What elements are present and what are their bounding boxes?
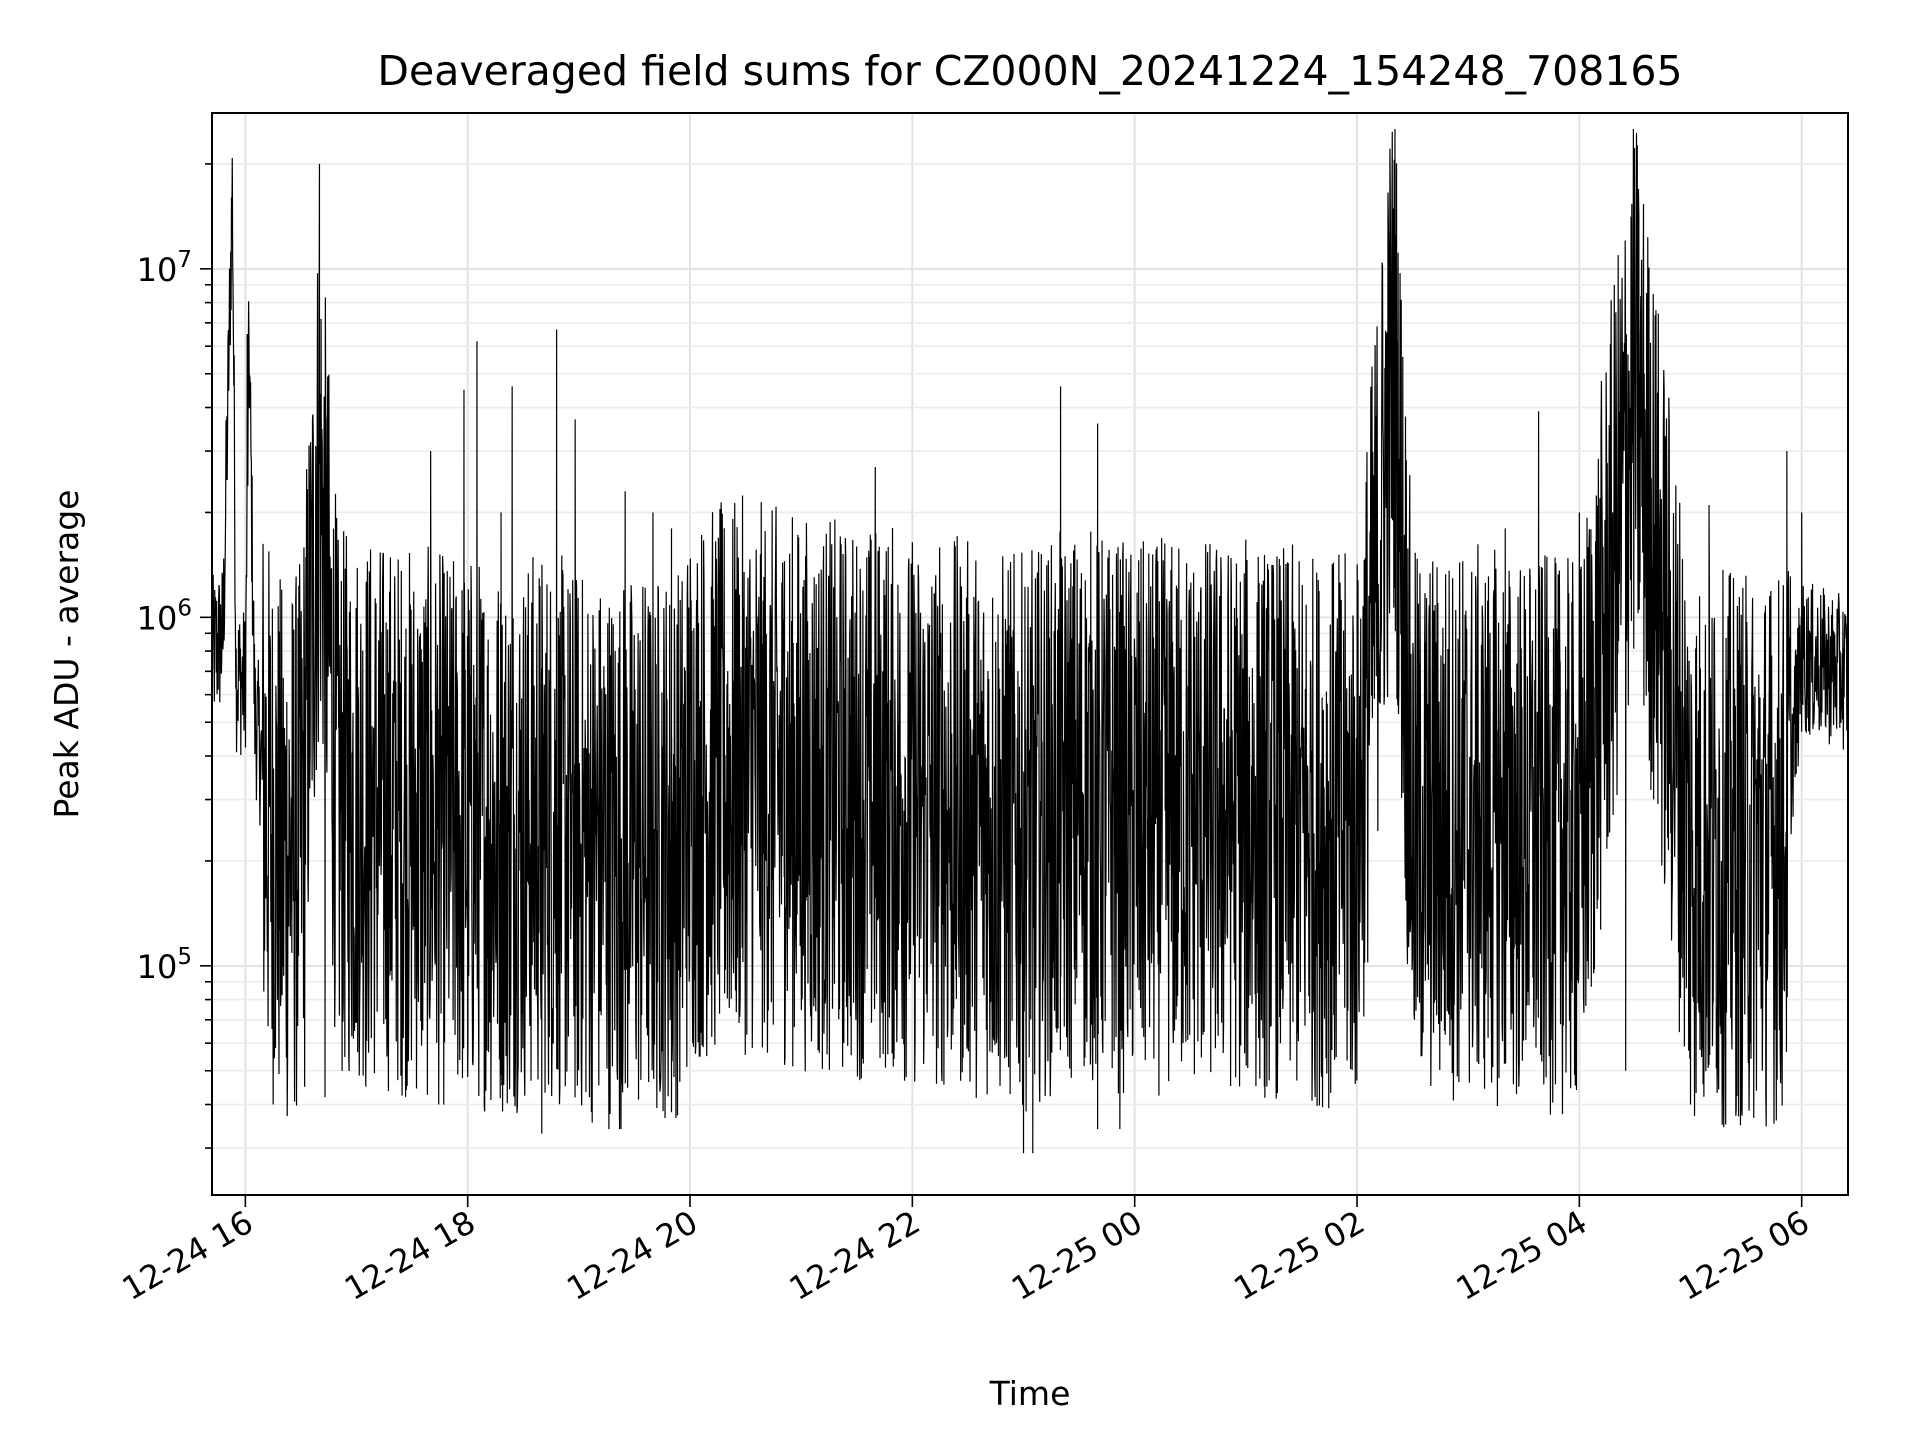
chart-title: Deaveraged field sums for CZ000N_2024122… <box>377 47 1682 95</box>
plot-frame <box>211 112 1849 1196</box>
y-axis-label: Peak ADU - average <box>47 490 86 819</box>
series-line <box>212 128 1848 1154</box>
y-tick-label: 107 <box>137 247 192 289</box>
x-axis-label: Time <box>989 1374 1071 1413</box>
y-axis: 105 106 107 <box>137 247 192 986</box>
y-tick-label: 105 <box>137 944 192 986</box>
y-tick-label: 106 <box>137 595 192 637</box>
series-path <box>212 128 1848 1154</box>
